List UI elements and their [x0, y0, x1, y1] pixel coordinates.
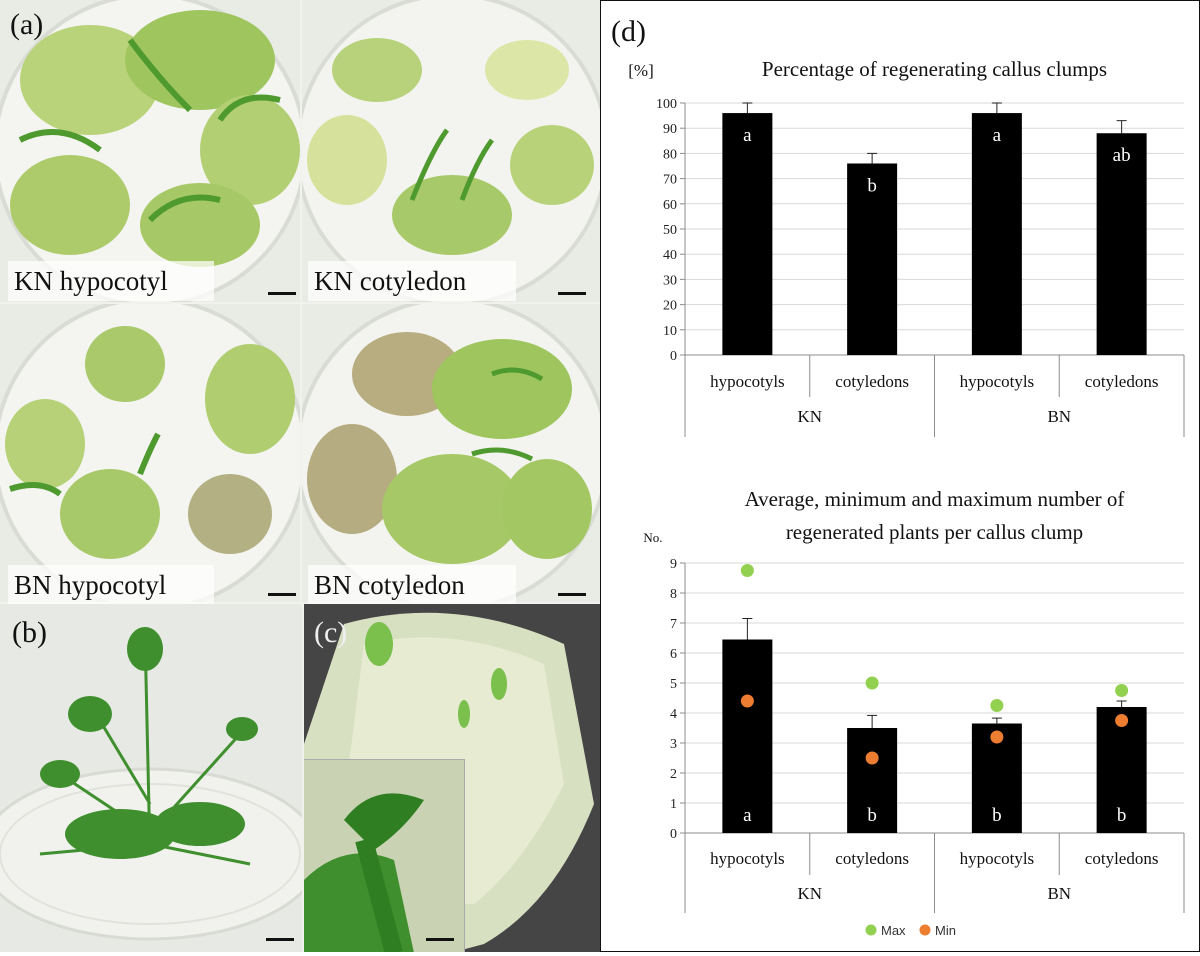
dish-bn-cotyledon	[302, 304, 600, 602]
dish-kn-cotyledon	[302, 0, 600, 302]
y-tick-label: 10	[663, 324, 677, 339]
x-tick-label: cotyledons	[835, 849, 909, 868]
chart-title-line: regenerated plants per callus clump	[786, 520, 1083, 544]
x-tick-label: hypocotyls	[710, 849, 785, 868]
bar	[847, 728, 898, 833]
legend-max-icon	[865, 924, 877, 936]
inset-photo	[304, 759, 465, 952]
scale-bar	[268, 593, 296, 596]
max-marker	[865, 676, 879, 690]
photo-kn-cotyledon	[302, 0, 600, 302]
significance-letter: ab	[1113, 145, 1131, 166]
x-group-label: BN	[1047, 884, 1071, 903]
panel-label-a: (a)	[10, 8, 44, 41]
y-tick-label: 100	[656, 97, 677, 112]
y-tick-label: 0	[670, 827, 677, 842]
y-tick-label: 50	[663, 223, 677, 238]
x-group-label: KN	[797, 407, 822, 426]
scale-bar	[558, 292, 586, 295]
y-tick-label: 20	[663, 299, 677, 314]
bar	[1096, 707, 1147, 833]
bar	[971, 113, 1022, 355]
bar	[722, 639, 773, 833]
min-marker	[865, 751, 879, 765]
charts-svg: (d) Percentage of regenerating callus cl…	[611, 15, 1185, 938]
y-tick-label: 2	[670, 767, 677, 782]
bar	[1096, 133, 1147, 355]
caption-kn-hypocotyl: KN hypocotyl	[8, 261, 214, 301]
dish-bn-hypocotyl	[0, 304, 300, 602]
scale-bar	[266, 938, 294, 941]
y-tick-label: 3	[670, 737, 677, 752]
x-group-label: KN	[797, 884, 822, 903]
chart-title-line: Average, minimum and maximum number of	[745, 487, 1125, 511]
y-tick-label: 80	[663, 147, 677, 162]
significance-letter: b	[867, 175, 877, 196]
y-axis-label: [%]	[628, 61, 653, 80]
panel-label-d: (d)	[611, 15, 646, 48]
legend-min-icon	[919, 924, 931, 936]
scale-bar	[426, 938, 454, 941]
caption-bn-cotyledon: BN cotyledon	[308, 565, 516, 605]
caption-bn-hypocotyl: BN hypocotyl	[8, 565, 214, 605]
scale-bar	[268, 292, 296, 295]
chart-panel: (d) Percentage of regenerating callus cl…	[600, 0, 1200, 952]
photo-callus-closeup	[304, 604, 600, 952]
scale-bar	[558, 593, 586, 596]
x-tick-label: cotyledons	[1085, 849, 1159, 868]
significance-letter: a	[993, 125, 1002, 146]
y-tick-label: 70	[663, 173, 677, 188]
min-marker	[740, 694, 754, 708]
y-tick-label: 4	[670, 707, 677, 722]
min-marker	[990, 730, 1004, 744]
y-tick-label: 9	[670, 557, 677, 572]
x-tick-label: hypocotyls	[960, 849, 1035, 868]
significance-letter: a	[743, 125, 752, 146]
max-marker	[990, 699, 1004, 712]
x-group-label: BN	[1047, 407, 1071, 426]
y-tick-label: 7	[670, 617, 677, 632]
photo-bn-cotyledon	[302, 304, 600, 602]
max-marker	[740, 564, 754, 577]
inset-shoot-image	[304, 760, 464, 952]
dish-kn-hypocotyl	[0, 0, 300, 302]
x-tick-label: cotyledons	[1085, 372, 1159, 391]
caption-kn-cotyledon: KN cotyledon	[308, 261, 516, 301]
y-tick-label: 40	[663, 248, 677, 263]
panel-label-c: (c)	[314, 616, 348, 649]
y-tick-label: 1	[670, 797, 677, 812]
min-marker	[1115, 714, 1129, 727]
chart-title: Percentage of regenerating callus clumps	[762, 57, 1107, 81]
y-tick-label: 8	[670, 587, 677, 602]
y-axis-label: No.	[643, 530, 662, 545]
bar	[722, 113, 773, 355]
x-tick-label: hypocotyls	[710, 372, 785, 391]
photo-bn-hypocotyl	[0, 304, 300, 602]
max-marker	[1115, 684, 1129, 697]
x-tick-label: hypocotyls	[960, 372, 1035, 391]
legend-label-min: Min	[935, 923, 956, 938]
y-tick-label: 90	[663, 122, 677, 137]
panel-label-b: (b)	[12, 616, 47, 649]
plantlet-image	[0, 627, 302, 941]
legend-label-max: Max	[881, 923, 906, 938]
significance-letter: b	[1117, 805, 1127, 826]
y-tick-label: 30	[663, 273, 677, 288]
y-tick-label: 0	[670, 349, 677, 364]
y-tick-label: 60	[663, 198, 677, 213]
y-tick-label: 5	[670, 677, 677, 692]
bar	[847, 163, 898, 355]
significance-letter: b	[867, 805, 877, 826]
y-tick-label: 6	[670, 647, 677, 662]
significance-letter: a	[743, 805, 752, 826]
photo-kn-hypocotyl	[0, 0, 300, 302]
photo-plantlet	[0, 604, 302, 952]
x-tick-label: cotyledons	[835, 372, 909, 391]
significance-letter: b	[992, 805, 1002, 826]
photo-panel: (a) KN hypocotyl KN cotyledon BN hypocot…	[0, 0, 600, 952]
